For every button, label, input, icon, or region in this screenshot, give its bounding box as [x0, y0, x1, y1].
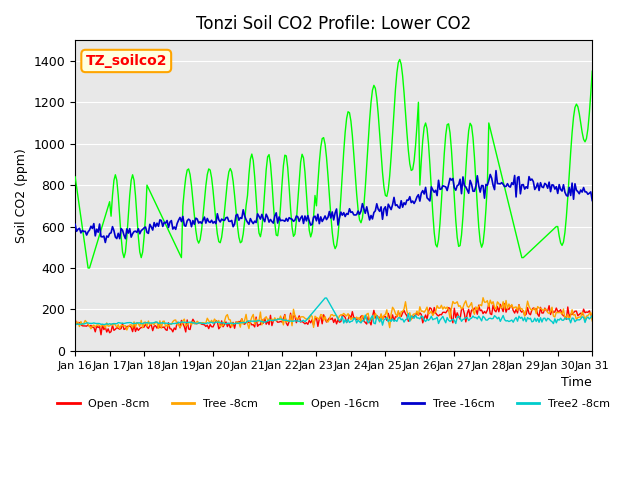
- Text: TZ_soilco2: TZ_soilco2: [86, 54, 167, 68]
- Title: Tonzi Soil CO2 Profile: Lower CO2: Tonzi Soil CO2 Profile: Lower CO2: [196, 15, 471, 33]
- X-axis label: Time: Time: [561, 376, 592, 389]
- Y-axis label: Soil CO2 (ppm): Soil CO2 (ppm): [15, 148, 28, 243]
- Legend: Open -8cm, Tree -8cm, Open -16cm, Tree -16cm, Tree2 -8cm: Open -8cm, Tree -8cm, Open -16cm, Tree -…: [53, 395, 614, 414]
